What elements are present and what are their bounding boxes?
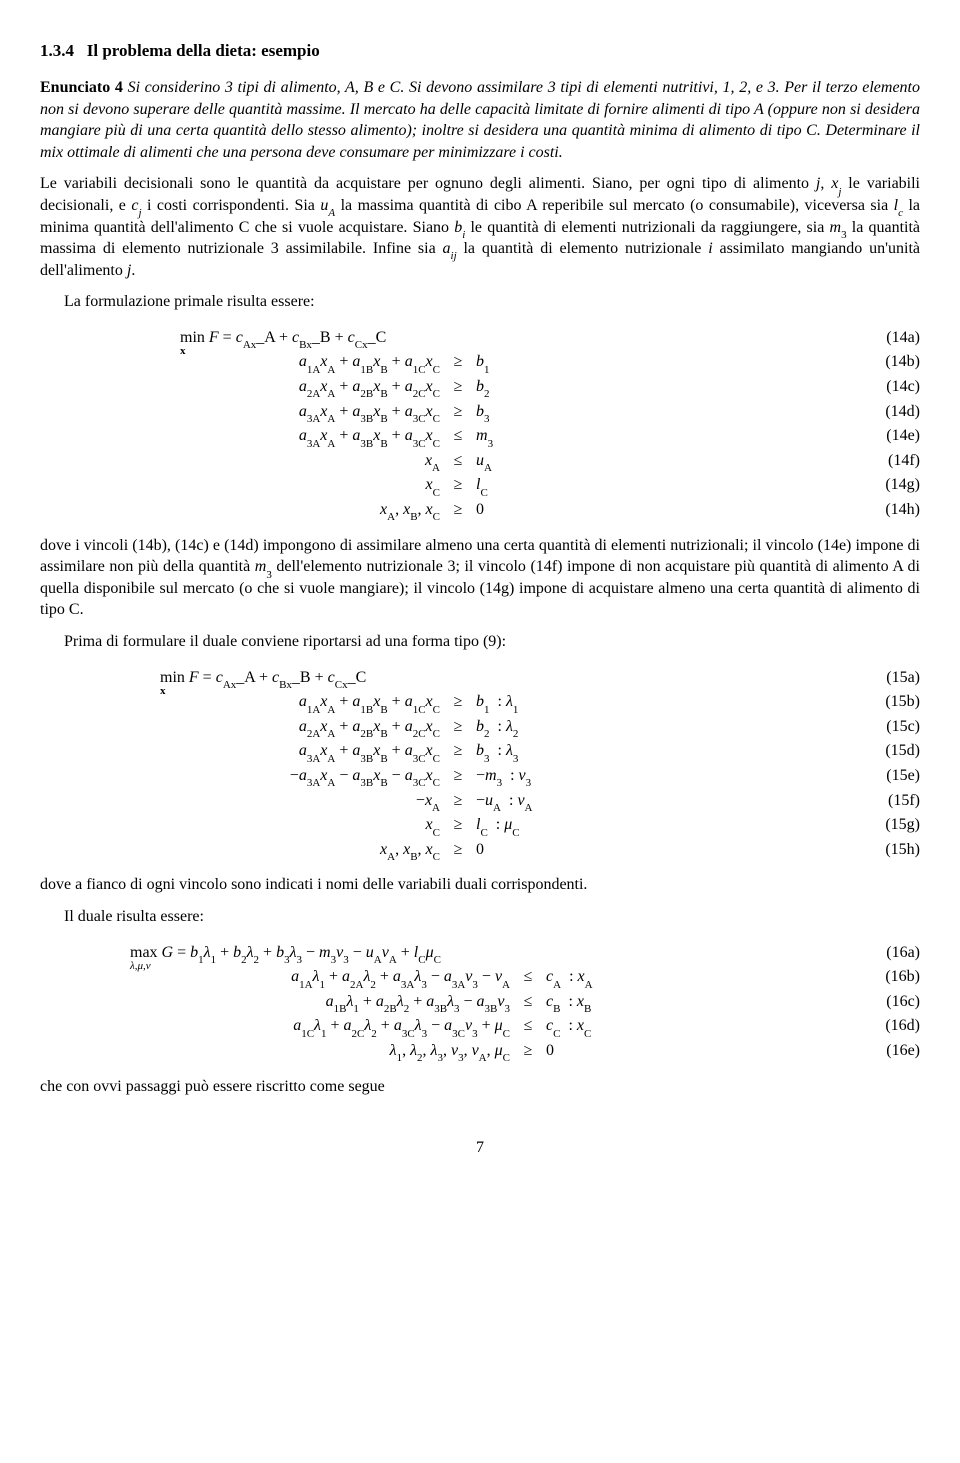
before-15-line: Prima di formulare il duale conviene rip… <box>40 631 920 653</box>
intro-h: la quantità di elemento nutrizionale <box>457 240 709 257</box>
after-15-paragraph: dove a fianco di ogni vincolo sono indic… <box>40 874 920 896</box>
page-number: 7 <box>40 1137 920 1159</box>
before-16-line: Il duale risulta essere: <box>40 906 920 928</box>
closing-line: che con ovvi passaggi può essere riscrit… <box>40 1076 920 1098</box>
equation-block-14: minx F = cAx_A + cBx_B + cCx_C(14a)a1AxA… <box>40 327 920 521</box>
intro-primal-line: La formulazione primale risulta essere: <box>40 291 920 313</box>
intro-f: le quantità di elementi nutrizionali da … <box>465 219 829 236</box>
equation-block-16: maxλ,μ,ν G = b1λ1 + b2λ2 + b3λ3 − m3ν3 −… <box>40 942 920 1062</box>
enunciato-text: Si considerino 3 tipi di alimento, A, B … <box>40 79 920 161</box>
section-title: Il problema della dieta: esempio <box>87 41 320 60</box>
after-14-text: dove i vincoli (14b), (14c) e (14d) impo… <box>40 537 920 619</box>
enunciato-label: Enunciato 4 <box>40 79 123 96</box>
intro-c: i costi corrispondenti. Sia <box>142 197 321 214</box>
intro-d: la massima quantità di cibo A reperibile… <box>335 197 894 214</box>
section-heading: 1.3.4 Il problema della dieta: esempio <box>40 40 920 63</box>
intro-a: Le variabili decisionali sono le quantit… <box>40 175 816 192</box>
equation-block-15: minx F = cAx_A + cBx_B + cCx_C(15a)a1AxA… <box>40 667 920 861</box>
after-14-paragraph: dove i vincoli (14b), (14c) e (14d) impo… <box>40 535 920 621</box>
enunciato-paragraph: Enunciato 4 Si considerino 3 tipi di ali… <box>40 77 920 163</box>
section-number: 1.3.4 <box>40 41 74 60</box>
intro-paragraph: Le variabili decisionali sono le quantit… <box>40 173 920 281</box>
intro-j: . <box>131 262 135 279</box>
